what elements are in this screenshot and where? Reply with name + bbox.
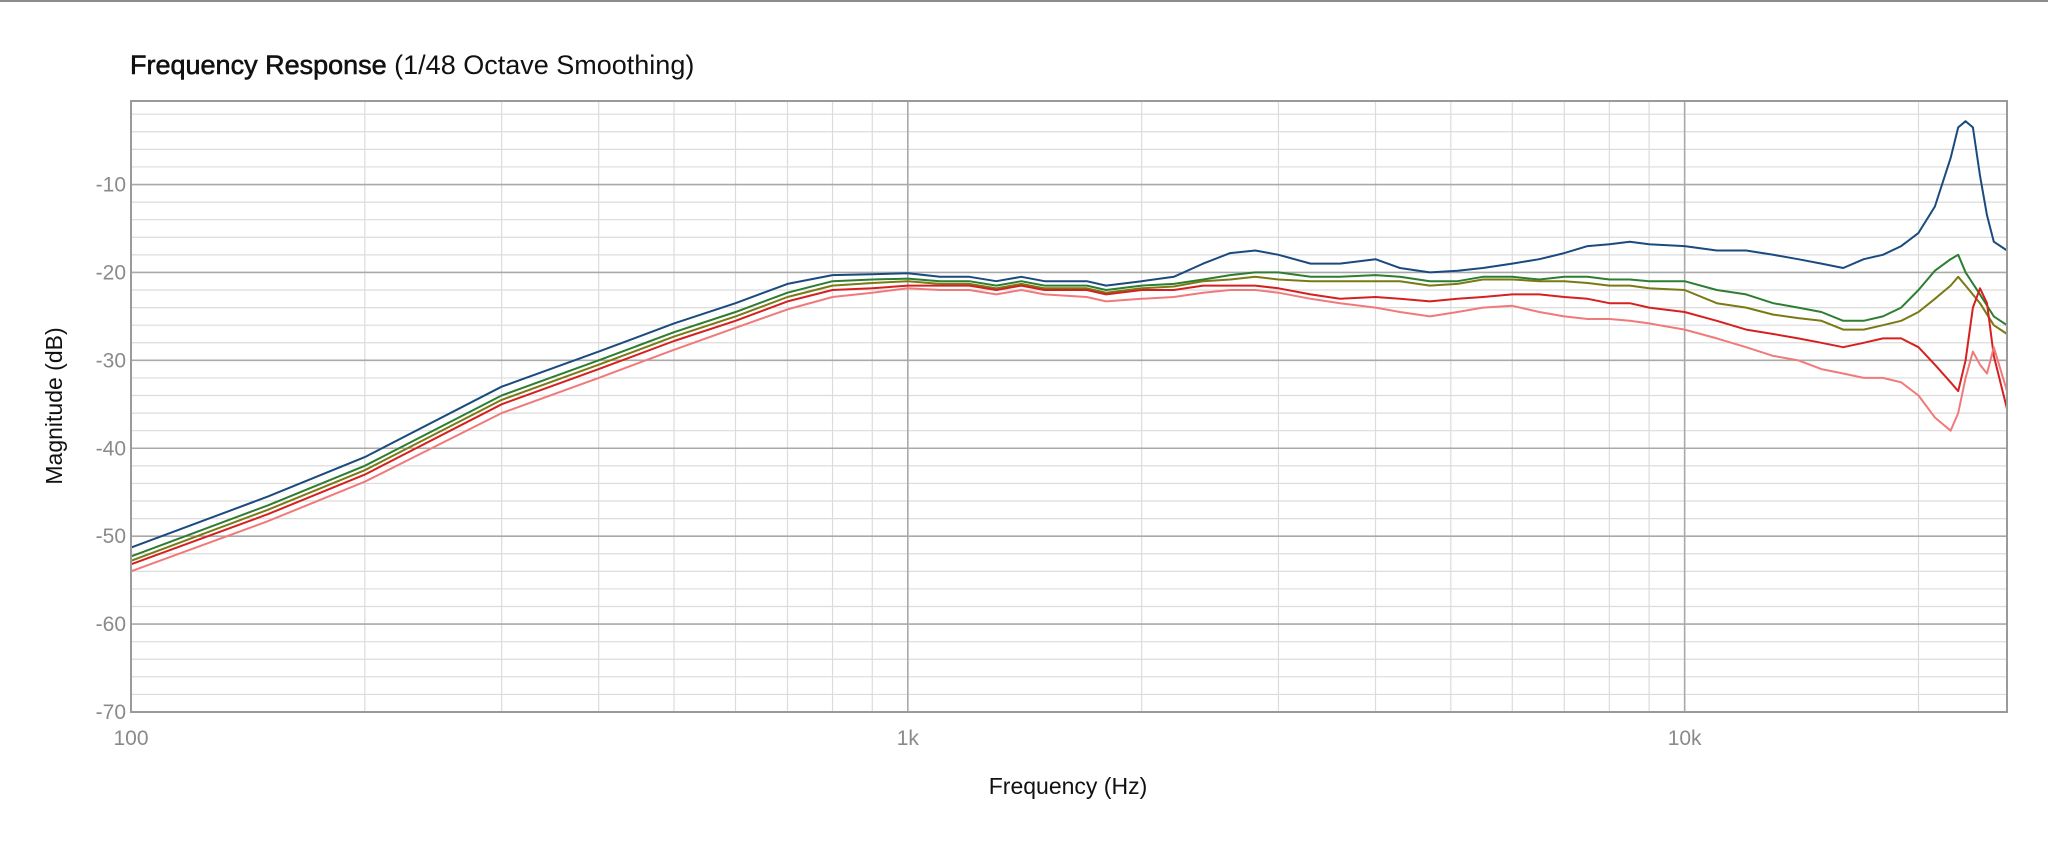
chart-subtitle: (1/48 Octave Smoothing) — [394, 50, 695, 80]
series-line-5 — [130, 287, 2008, 573]
series-layer — [130, 120, 2008, 573]
y-tick-label: -20 — [96, 261, 126, 284]
x-tick-label: 10k — [1668, 727, 1702, 750]
series-line-1 — [130, 120, 2008, 549]
window-top-rule — [0, 0, 2048, 2]
chart-title: Frequency Response (1/48 Octave Smoothin… — [130, 50, 695, 81]
minor-gridlines — [131, 101, 2007, 712]
x-tick-label: 1k — [897, 727, 920, 750]
y-tick-label: -70 — [96, 701, 126, 724]
y-tick-label: -60 — [96, 613, 126, 636]
y-tick-label: -50 — [96, 525, 126, 548]
x-tick-label: 100 — [113, 727, 148, 750]
y-tick-label: -40 — [96, 437, 126, 460]
series-line-2 — [130, 253, 2008, 558]
x-axis-ticks: 100 1k 10k — [113, 727, 1702, 750]
y-tick-label: -10 — [96, 174, 126, 197]
series-line-3 — [130, 275, 2008, 562]
x-axis-label: Frequency (Hz) — [989, 773, 1147, 799]
series-line-4 — [130, 284, 2008, 566]
y-axis-label: Magnitude (dB) — [41, 327, 67, 484]
y-tick-label: -30 — [96, 349, 126, 372]
chart-title-main: Frequency Response — [130, 50, 387, 81]
major-gridlines — [130, 101, 2007, 713]
plot-frame — [130, 100, 2008, 713]
y-axis-ticks: -10 -20 -30 -40 -50 -60 -70 — [96, 174, 126, 724]
